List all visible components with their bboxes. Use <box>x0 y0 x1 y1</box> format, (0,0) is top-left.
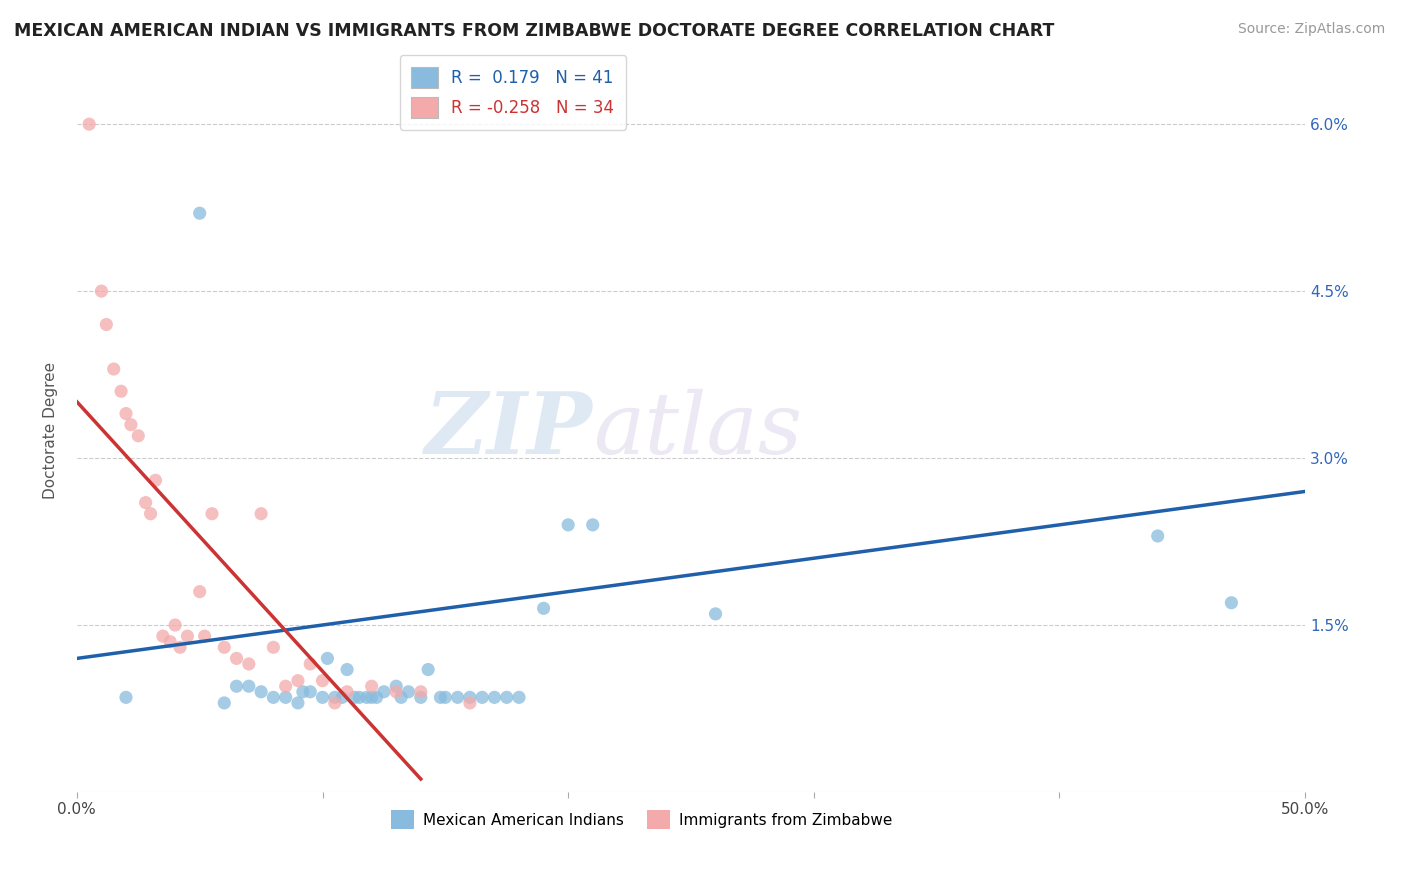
Text: MEXICAN AMERICAN INDIAN VS IMMIGRANTS FROM ZIMBABWE DOCTORATE DEGREE CORRELATION: MEXICAN AMERICAN INDIAN VS IMMIGRANTS FR… <box>14 22 1054 40</box>
Point <box>212 696 235 710</box>
Point <box>287 673 309 688</box>
Point <box>409 685 432 699</box>
Point <box>336 685 359 699</box>
Point <box>291 685 314 699</box>
Point <box>704 607 727 621</box>
Point <box>299 657 322 671</box>
Point <box>373 685 395 699</box>
Point <box>495 690 517 705</box>
Point <box>557 517 579 532</box>
Point <box>1146 529 1168 543</box>
Point <box>356 690 378 705</box>
Point <box>360 690 382 705</box>
Point <box>389 690 412 705</box>
Point <box>323 690 346 705</box>
Point <box>96 318 118 332</box>
Point <box>152 629 174 643</box>
Point <box>582 517 605 532</box>
Point <box>274 679 297 693</box>
Point <box>110 384 132 399</box>
Point <box>409 690 432 705</box>
Point <box>188 584 211 599</box>
Point <box>330 690 353 705</box>
Point <box>225 651 247 665</box>
Point <box>385 679 408 693</box>
Point <box>458 690 481 705</box>
Point <box>201 507 224 521</box>
Point <box>398 685 420 699</box>
Point <box>238 657 260 671</box>
Point <box>311 673 333 688</box>
Point <box>77 117 100 131</box>
Point <box>135 495 157 509</box>
Point <box>139 507 162 521</box>
Point <box>343 690 366 705</box>
Point <box>484 690 506 705</box>
Point <box>360 679 382 693</box>
Point <box>429 690 451 705</box>
Point <box>336 663 359 677</box>
Point <box>446 690 468 705</box>
Point <box>471 690 494 705</box>
Point <box>533 601 555 615</box>
Point <box>115 690 138 705</box>
Point <box>127 429 149 443</box>
Point <box>188 206 211 220</box>
Point <box>434 690 457 705</box>
Point <box>299 685 322 699</box>
Point <box>250 507 273 521</box>
Point <box>1220 596 1243 610</box>
Point <box>145 473 167 487</box>
Point <box>90 284 112 298</box>
Point <box>458 696 481 710</box>
Point <box>238 679 260 693</box>
Point <box>418 663 440 677</box>
Text: atlas: atlas <box>593 389 801 472</box>
Point <box>323 696 346 710</box>
Point <box>165 618 187 632</box>
Point <box>311 690 333 705</box>
Point <box>262 640 284 655</box>
Point <box>194 629 217 643</box>
Point <box>169 640 191 655</box>
Point <box>366 690 388 705</box>
Point <box>212 640 235 655</box>
Point <box>225 679 247 693</box>
Point <box>120 417 142 432</box>
Text: Source: ZipAtlas.com: Source: ZipAtlas.com <box>1237 22 1385 37</box>
Point <box>115 407 138 421</box>
Point <box>176 629 198 643</box>
Point <box>250 685 273 699</box>
Legend: Mexican American Indians, Immigrants from Zimbabwe: Mexican American Indians, Immigrants fro… <box>385 804 898 835</box>
Point <box>349 690 371 705</box>
Point <box>159 634 181 648</box>
Point <box>316 651 339 665</box>
Point <box>103 362 125 376</box>
Point <box>508 690 530 705</box>
Point <box>385 685 408 699</box>
Y-axis label: Doctorate Degree: Doctorate Degree <box>44 361 58 499</box>
Point <box>274 690 297 705</box>
Point <box>287 696 309 710</box>
Text: ZIP: ZIP <box>425 389 593 472</box>
Point <box>262 690 284 705</box>
